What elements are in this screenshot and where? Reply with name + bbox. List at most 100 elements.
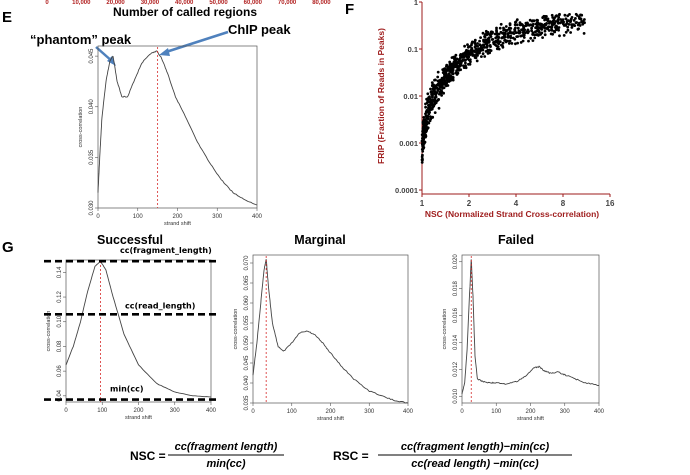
data-point bbox=[529, 36, 533, 40]
x-tick-label: 100 bbox=[491, 409, 502, 415]
data-point bbox=[526, 28, 530, 32]
data-point bbox=[527, 39, 530, 43]
y-tick-label: 0.04 bbox=[57, 389, 63, 401]
x-tick-label: 300 bbox=[560, 409, 571, 415]
data-point bbox=[495, 26, 498, 30]
data-point bbox=[430, 81, 434, 84]
chart-e: 0 100 200 300 400 0.030 0.035 0.040 0.045 strand … bbox=[78, 45, 263, 227]
data-point bbox=[437, 98, 440, 101]
data-point bbox=[456, 71, 460, 75]
data-point bbox=[428, 109, 431, 112]
y-tick-label: 0.001 bbox=[399, 139, 418, 148]
x-tick-label: 400 bbox=[206, 408, 217, 414]
data-point bbox=[422, 130, 426, 133]
data-point bbox=[443, 67, 446, 71]
data-point bbox=[542, 25, 546, 29]
data-point bbox=[532, 22, 535, 26]
data-point bbox=[509, 36, 513, 40]
data-point bbox=[558, 34, 561, 38]
reference-line-label: min(cc) bbox=[110, 385, 144, 394]
x-axis-label: strand shift bbox=[125, 415, 152, 421]
data-point bbox=[438, 87, 441, 91]
x-tick-label: 100 bbox=[287, 409, 298, 415]
data-point bbox=[567, 23, 571, 26]
data-point bbox=[439, 91, 442, 94]
data-point bbox=[423, 119, 426, 123]
plot-frame bbox=[97, 45, 258, 209]
data-point bbox=[498, 40, 502, 44]
data-point bbox=[496, 32, 499, 36]
data-point bbox=[464, 61, 467, 65]
y-tick-label: 0.035 bbox=[244, 395, 250, 411]
data-point bbox=[503, 35, 507, 39]
x-tick-label: 200 bbox=[133, 408, 144, 414]
top-tick-label: 0 bbox=[45, 0, 49, 6]
top-tick-label: 20,000 bbox=[106, 0, 125, 6]
data-point bbox=[547, 21, 551, 25]
data-point bbox=[558, 12, 561, 16]
x-tick-label: 16 bbox=[606, 199, 615, 208]
data-point bbox=[473, 38, 477, 42]
data-point bbox=[433, 101, 437, 104]
data-point bbox=[458, 64, 461, 68]
top-strip-label: Number of called regions bbox=[113, 5, 257, 19]
data-point bbox=[568, 13, 571, 16]
data-point bbox=[424, 102, 427, 106]
data-point bbox=[424, 110, 428, 113]
data-point bbox=[421, 137, 424, 140]
cross-correlation-curve bbox=[461, 259, 600, 395]
phantom-peak-annotation: “phantom” peak bbox=[30, 32, 132, 47]
data-point bbox=[434, 78, 437, 82]
data-point bbox=[450, 56, 454, 59]
x-tick-label: 300 bbox=[170, 408, 181, 414]
data-point bbox=[498, 26, 502, 30]
data-point bbox=[436, 70, 440, 74]
data-point bbox=[437, 106, 441, 110]
data-point bbox=[465, 55, 469, 59]
data-point bbox=[485, 42, 489, 46]
y-tick-label: 0.020 bbox=[453, 254, 459, 270]
data-point bbox=[461, 56, 465, 59]
x-axis-label: strand shift bbox=[517, 416, 544, 422]
data-point bbox=[533, 36, 537, 40]
data-point bbox=[466, 43, 469, 47]
data-point bbox=[471, 40, 474, 44]
data-point bbox=[442, 76, 446, 80]
data-point bbox=[482, 38, 485, 42]
cross-correlation-curve bbox=[97, 50, 258, 206]
y-tick-label: 0.06 bbox=[57, 365, 63, 377]
data-point bbox=[448, 60, 452, 64]
data-point bbox=[531, 39, 535, 42]
data-point bbox=[582, 32, 586, 35]
data-point bbox=[482, 44, 486, 47]
data-point bbox=[524, 24, 528, 28]
data-point bbox=[536, 19, 539, 22]
data-point bbox=[552, 29, 556, 33]
data-point bbox=[421, 149, 425, 153]
data-point bbox=[572, 19, 576, 22]
data-point bbox=[496, 45, 500, 48]
data-point bbox=[538, 26, 541, 29]
data-point bbox=[512, 32, 516, 35]
data-point bbox=[518, 30, 521, 34]
y-tick-label: 0.035 bbox=[89, 149, 95, 165]
x-tick-label: 1 bbox=[420, 199, 425, 208]
data-point bbox=[550, 28, 554, 32]
data-point bbox=[536, 27, 540, 31]
data-point bbox=[567, 19, 570, 23]
x-axis-label: NSC (Normalized Strand Cross-correlation… bbox=[425, 209, 599, 219]
y-tick-label: 0.030 bbox=[89, 200, 95, 216]
data-point bbox=[481, 48, 485, 52]
x-tick-label: 100 bbox=[133, 214, 144, 220]
x-tick-label: 200 bbox=[172, 214, 183, 220]
data-point bbox=[516, 35, 520, 38]
data-point bbox=[451, 69, 455, 72]
data-point bbox=[554, 14, 558, 18]
data-point bbox=[427, 112, 431, 116]
data-point bbox=[456, 67, 460, 71]
data-point bbox=[475, 59, 479, 63]
data-point bbox=[583, 18, 586, 21]
data-point bbox=[540, 28, 544, 31]
data-point bbox=[508, 22, 512, 25]
data-point bbox=[429, 115, 432, 119]
